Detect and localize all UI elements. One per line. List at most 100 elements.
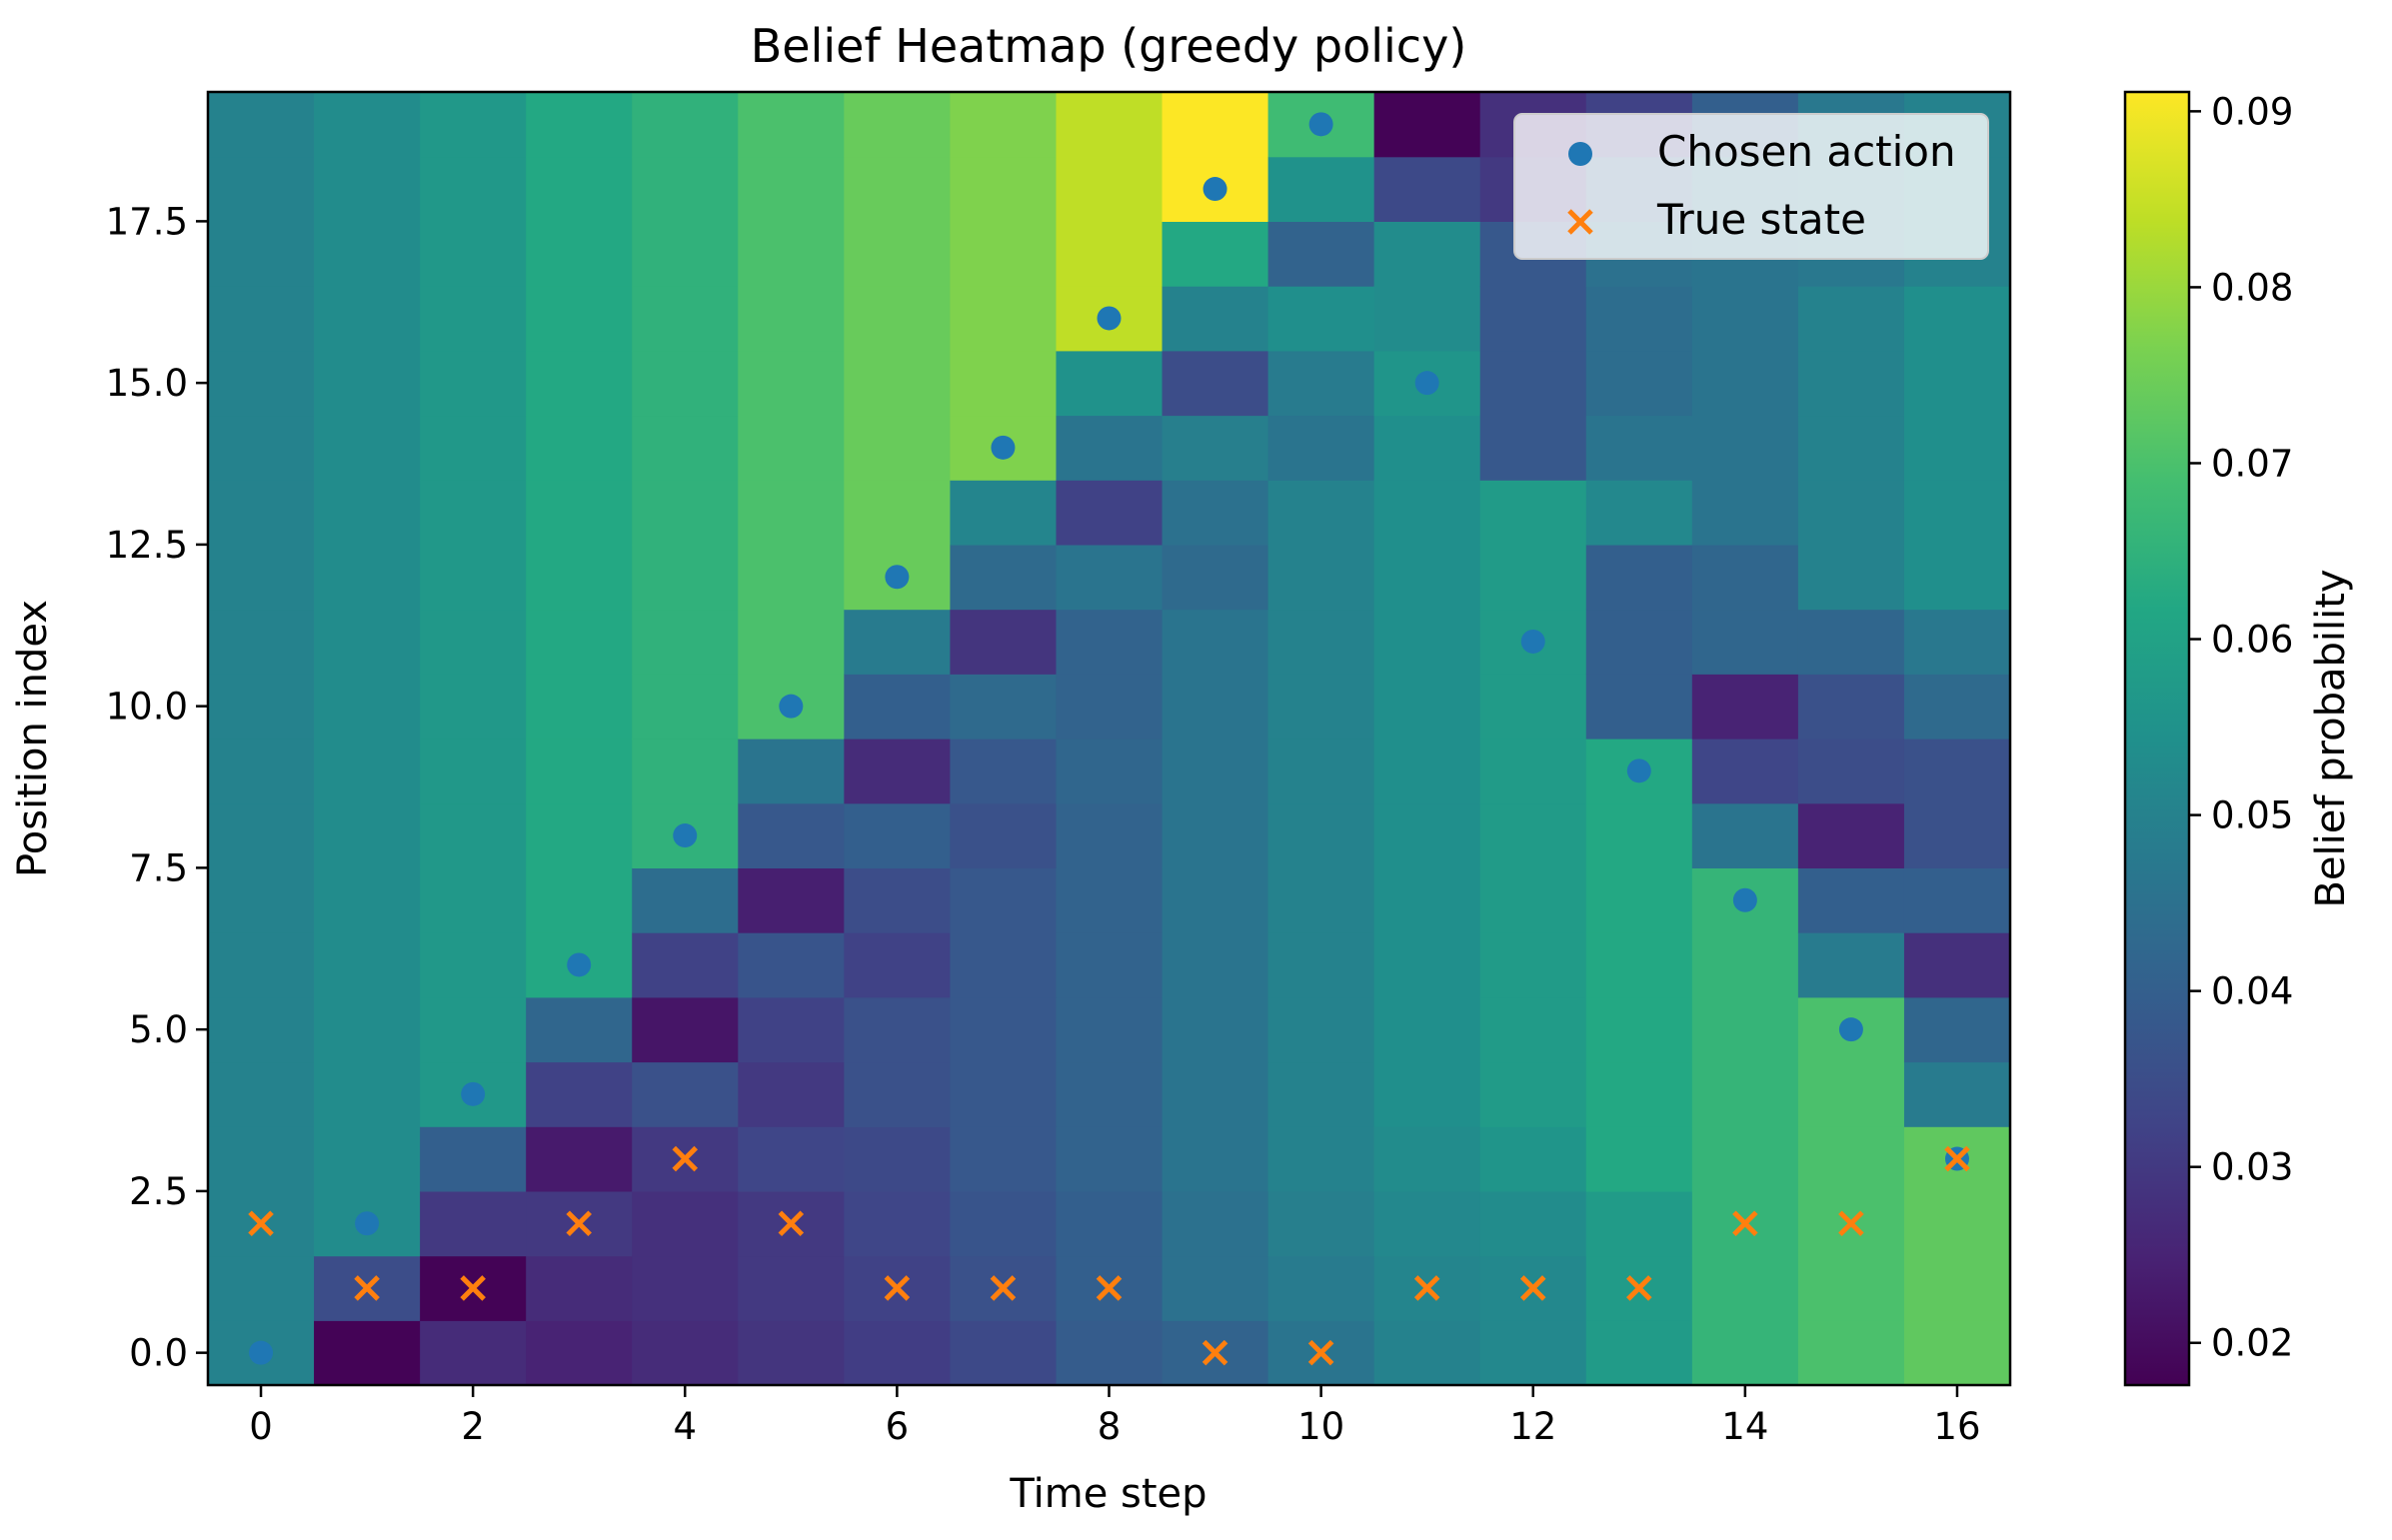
heatmap-cell (208, 286, 315, 352)
heatmap-cell (1691, 1061, 1799, 1127)
heatmap-cell (1797, 1320, 1905, 1386)
heatmap-cell (844, 996, 952, 1063)
heatmap-cell (844, 92, 952, 158)
heatmap-cell (950, 802, 1058, 868)
heatmap-cell (1691, 1320, 1799, 1386)
heatmap-cell (1373, 867, 1481, 933)
heatmap-cell (1479, 674, 1587, 740)
heatmap-cell (1691, 544, 1799, 611)
heatmap-cell (1373, 802, 1481, 868)
heatmap-cell (1373, 739, 1481, 804)
x-tick-label: 12 (1509, 1405, 1556, 1448)
heatmap-cell (632, 932, 739, 998)
heatmap-cell (314, 996, 421, 1063)
heatmap-cell (950, 674, 1058, 740)
heatmap-cell (632, 739, 739, 804)
true-state-point (248, 1210, 274, 1237)
heatmap-cell (1479, 350, 1587, 417)
heatmap-cell (1479, 1190, 1587, 1257)
heatmap-cell (420, 739, 527, 804)
heatmap-cell (1797, 350, 1905, 417)
heatmap-cell (314, 674, 421, 740)
heatmap-cell (950, 1190, 1058, 1257)
heatmap-cell (314, 544, 421, 611)
chosen-action-point (1520, 629, 1545, 654)
heatmap-cell (1373, 932, 1481, 998)
heatmap-cell (314, 1126, 421, 1192)
heatmap-cell (738, 932, 845, 998)
true-state-point (1838, 1210, 1864, 1237)
true-state-point (884, 1275, 911, 1301)
heatmap-cell (314, 609, 421, 675)
heatmap-cell (526, 867, 633, 933)
heatmap-cell (632, 92, 739, 158)
chosen-action-point (1626, 759, 1651, 783)
heatmap-cell (1691, 415, 1799, 481)
heatmap-cell (526, 1061, 633, 1127)
heatmap-cell (1691, 480, 1799, 546)
heatmap-cell (1267, 156, 1375, 222)
chosen-action-point (991, 435, 1016, 460)
heatmap-cell (1585, 802, 1693, 868)
heatmap-cell (526, 996, 633, 1063)
colorbar-ticks: 0.02 0.03 0.04 0.05 0.06 0.07 0.08 0.09 (2189, 90, 2293, 1365)
heatmap-cell (1162, 996, 1269, 1063)
heatmap-cell (1373, 996, 1481, 1063)
heatmap-cell (1797, 544, 1905, 611)
heatmap-cell (738, 221, 845, 287)
heatmap-cell (1585, 286, 1693, 352)
true-state-point (1096, 1275, 1123, 1301)
heatmap-cell (314, 156, 421, 222)
y-tick-label: 17.5 (106, 200, 188, 243)
heatmap-cell (844, 802, 952, 868)
heatmap-cell (1267, 1061, 1375, 1127)
heatmap-cell (1162, 286, 1269, 352)
heatmap-cell (632, 1255, 739, 1321)
heatmap-cell (1903, 609, 2011, 675)
y-tick-label: 0.0 (129, 1332, 188, 1375)
heatmap-cell (1162, 674, 1269, 740)
heatmap-cell (1903, 1061, 2011, 1127)
heatmap-cell (1903, 674, 2011, 740)
heatmap-cell (1691, 350, 1799, 417)
heatmap-cell (526, 1320, 633, 1386)
heatmap-cell (632, 674, 739, 740)
heatmap-cell (1267, 286, 1375, 352)
colorbar-tick-label: 0.06 (2211, 619, 2293, 662)
chosen-action-point (673, 823, 698, 848)
heatmap-cell (632, 996, 739, 1063)
heatmap-cell (1691, 286, 1799, 352)
heatmap-cell (632, 1190, 739, 1257)
heatmap-cell (950, 1061, 1058, 1127)
heatmap-cell (1162, 1126, 1269, 1192)
true-state-point (354, 1275, 380, 1301)
heatmap-cell (1479, 1126, 1587, 1192)
heatmap-cell (420, 802, 527, 868)
heatmap-cell (1903, 739, 2011, 804)
true-state-point (566, 1210, 592, 1237)
heatmap-cell (314, 92, 421, 158)
heatmap-cell (632, 221, 739, 287)
heatmap-cell (420, 286, 527, 352)
heatmap-cell (950, 996, 1058, 1063)
heatmap-cell (1267, 802, 1375, 868)
heatmap-cell (738, 92, 845, 158)
x-axis-ticks: 0 2 4 6 8 10 12 14 16 (249, 1385, 1981, 1448)
heatmap-cell (1691, 932, 1799, 998)
colorbar-tick-label: 0.08 (2211, 266, 2293, 309)
heatmap-cell (1797, 1126, 1905, 1192)
x-tick-label: 14 (1721, 1405, 1768, 1448)
heatmap-cell (1056, 415, 1164, 481)
heatmap-cell (1162, 1190, 1269, 1257)
heatmap-cell (314, 1061, 421, 1127)
heatmap-cell (1162, 609, 1269, 675)
heatmap-cell (526, 92, 633, 158)
heatmap-cell (950, 867, 1058, 933)
colorbar-tick-label: 0.05 (2211, 794, 2293, 837)
heatmap-cell (1373, 480, 1481, 546)
heatmap-cell (420, 932, 527, 998)
heatmap-cell (1162, 867, 1269, 933)
heatmap-cell (844, 480, 952, 546)
heatmap-cell (314, 932, 421, 998)
heatmap-cell (1691, 1255, 1799, 1321)
